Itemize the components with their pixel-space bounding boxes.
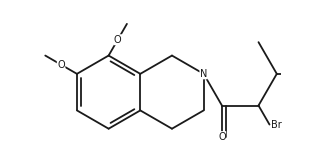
Text: O: O [57,60,65,70]
Text: O: O [218,132,226,142]
Text: N: N [200,69,207,79]
Text: O: O [114,35,122,45]
Text: Br: Br [271,120,282,130]
